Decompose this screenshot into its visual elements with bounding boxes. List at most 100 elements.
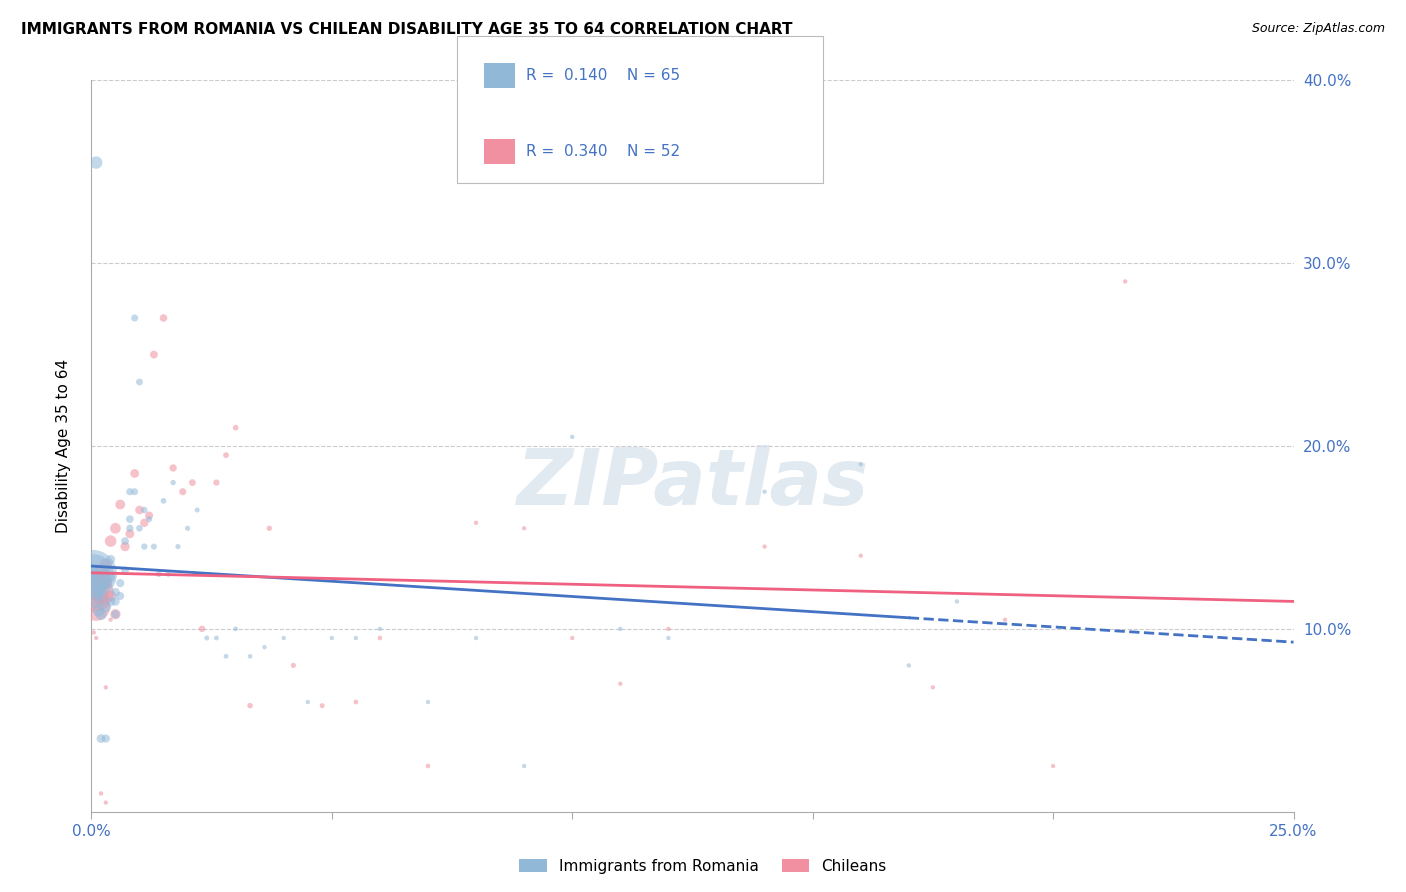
Point <box>90 787 112 801</box>
Point <box>84 599 107 614</box>
Point <box>215 448 238 462</box>
Point <box>90 607 112 622</box>
Point <box>849 458 872 472</box>
Point <box>561 631 583 645</box>
Point <box>87 603 110 617</box>
Point <box>167 540 190 554</box>
Point <box>114 563 136 577</box>
Point <box>513 521 536 535</box>
Text: R =  0.140    N = 65: R = 0.140 N = 65 <box>526 68 681 83</box>
Point <box>994 613 1017 627</box>
Point <box>118 484 141 499</box>
Point <box>128 375 150 389</box>
Point <box>186 503 208 517</box>
Point <box>104 607 127 622</box>
Point <box>83 567 105 582</box>
Y-axis label: Disability Age 35 to 64: Disability Age 35 to 64 <box>56 359 70 533</box>
Point <box>416 759 439 773</box>
Point <box>657 622 679 636</box>
Point <box>195 631 218 645</box>
Point <box>162 475 184 490</box>
Point <box>657 631 679 645</box>
Point <box>344 631 367 645</box>
Point <box>205 475 228 490</box>
Point <box>609 676 631 690</box>
Point <box>239 698 262 713</box>
Point <box>114 534 136 549</box>
Point <box>368 631 391 645</box>
Point <box>416 695 439 709</box>
Point <box>239 649 262 664</box>
Point <box>84 576 107 591</box>
Point <box>368 622 391 636</box>
Point <box>181 475 204 490</box>
Point <box>215 649 238 664</box>
Point <box>90 567 112 582</box>
Point <box>134 540 156 554</box>
Point <box>513 759 536 773</box>
Point <box>148 567 170 582</box>
Point <box>90 582 112 596</box>
Text: R =  0.340    N = 52: R = 0.340 N = 52 <box>526 144 681 159</box>
Point <box>84 576 107 591</box>
Point <box>90 589 112 603</box>
Point <box>90 594 112 608</box>
Point <box>100 534 122 549</box>
Point <box>134 503 156 517</box>
Point <box>94 796 117 810</box>
Point <box>321 631 343 645</box>
Point <box>100 589 122 603</box>
Point <box>83 585 105 599</box>
Point <box>1114 275 1136 289</box>
Point <box>84 155 107 169</box>
Point <box>94 599 117 614</box>
Point <box>311 698 333 713</box>
Point <box>118 526 141 541</box>
Point <box>1042 759 1064 773</box>
Point <box>259 521 281 535</box>
Point <box>561 430 583 444</box>
Point <box>273 631 295 645</box>
Legend: Immigrants from Romania, Chileans: Immigrants from Romania, Chileans <box>513 853 893 880</box>
Point <box>157 567 180 582</box>
Point <box>94 576 117 591</box>
Point <box>465 631 488 645</box>
Point <box>225 622 247 636</box>
Point <box>84 594 107 608</box>
Point <box>152 311 174 326</box>
Point <box>104 585 127 599</box>
Point <box>104 594 127 608</box>
Point <box>114 540 136 554</box>
Point <box>83 567 105 582</box>
Point <box>162 461 184 475</box>
Point <box>124 311 146 326</box>
Point <box>124 467 146 481</box>
Point <box>100 613 122 627</box>
Point <box>609 622 631 636</box>
Point <box>134 516 156 530</box>
Point <box>110 576 132 591</box>
Point <box>922 681 945 695</box>
Point <box>94 731 117 746</box>
Point <box>94 558 117 572</box>
Point <box>152 493 174 508</box>
Point <box>104 607 127 622</box>
Point <box>946 594 969 608</box>
Point <box>205 631 228 645</box>
Point <box>283 658 305 673</box>
Point <box>128 503 150 517</box>
Point <box>82 567 104 582</box>
Point <box>118 512 141 526</box>
Point <box>100 552 122 566</box>
Text: Source: ZipAtlas.com: Source: ZipAtlas.com <box>1251 22 1385 36</box>
Text: ZIPatlas: ZIPatlas <box>516 444 869 521</box>
Point <box>191 622 214 636</box>
Point <box>128 521 150 535</box>
Point <box>110 498 132 512</box>
Point <box>138 508 160 523</box>
Point <box>104 521 127 535</box>
Point <box>90 589 112 603</box>
Point <box>754 484 776 499</box>
Point <box>344 695 367 709</box>
Point <box>142 540 165 554</box>
